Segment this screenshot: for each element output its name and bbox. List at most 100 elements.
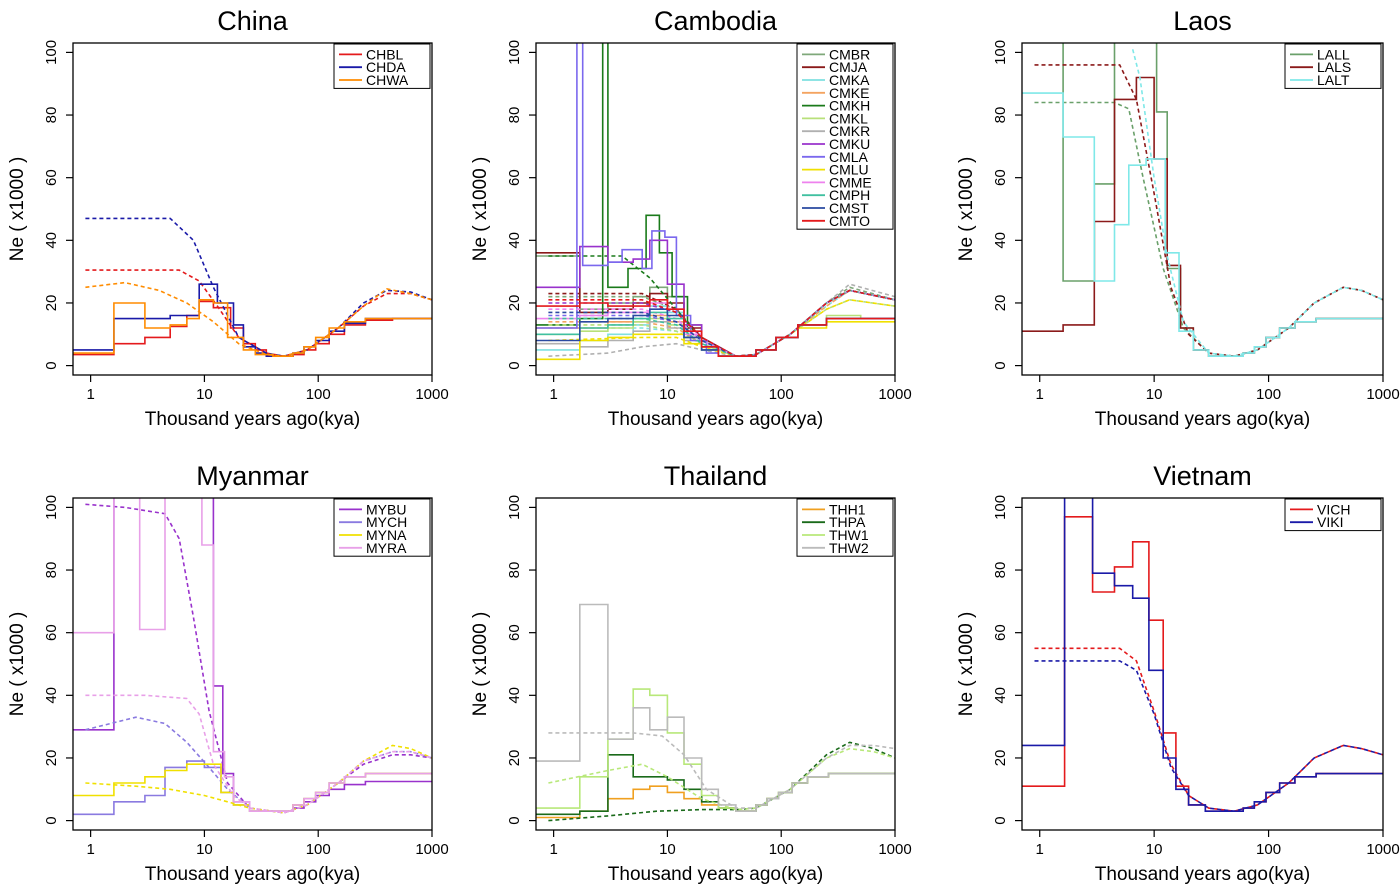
legend-box (796, 43, 894, 230)
x-tick-label: 100 (1256, 841, 1281, 858)
y-tick-label: 40 (43, 687, 60, 704)
series-dashed-CMTO (548, 289, 895, 358)
y-tick-label: 100 (992, 40, 1009, 65)
y-tick-label: 0 (992, 816, 1009, 824)
series-dashed-CHWA (85, 281, 432, 358)
series-step-MYRA (73, 498, 432, 812)
y-tick-label: 40 (992, 232, 1009, 249)
series-dashed-MYCH (85, 716, 432, 814)
y-tick-label: 80 (506, 107, 523, 124)
plot-area (1022, 43, 1383, 358)
legend-label: CMJA (829, 59, 868, 75)
y-tick-label: 0 (43, 361, 60, 369)
chart-panel-4: Thailand 1 10 100 1000 0 20 40 60 80 100 Thousand y… (470, 461, 912, 885)
x-axis-label: Thousand years ago(kya) (1095, 864, 1310, 885)
plot-frame (72, 42, 433, 376)
y-tick-label: 60 (43, 169, 60, 186)
y-tick-label: 40 (506, 232, 523, 249)
legend-label: MYCH (366, 514, 407, 530)
legend-label: CMKA (829, 72, 870, 88)
chart-panel-2: Laos 1 10 100 1000 0 20 40 60 80 100 Thousand years… (956, 6, 1400, 430)
legend-label: THPA (829, 514, 866, 530)
x-tick-label: 10 (1146, 841, 1163, 858)
y-tick-label: 40 (43, 232, 60, 249)
y-axis-label: Ne ( x1000 ) (470, 157, 491, 262)
series-step-VICH (1022, 516, 1383, 812)
legend-label: THH1 (829, 501, 866, 517)
plot-frame (1021, 497, 1384, 831)
series-dashed-LALS (1034, 64, 1383, 358)
legend-label: VIKI (1317, 514, 1343, 530)
y-tick-label: 80 (992, 562, 1009, 579)
x-tick-label: 1000 (878, 386, 911, 403)
legend-label: CMKL (829, 110, 868, 126)
x-tick-label: 1000 (415, 841, 448, 858)
series-dashed-LALL (1034, 101, 1383, 358)
plot-area (73, 498, 432, 816)
chart-title: Thailand (664, 461, 768, 491)
y-tick-label: 60 (506, 624, 523, 641)
y-tick-label: 100 (43, 495, 60, 520)
plot-frame (72, 497, 433, 831)
chart-panel-5: Vietnam 1 10 100 1000 0 20 40 60 80 100 Thousand ye… (956, 461, 1400, 885)
y-tick-label: 80 (506, 562, 523, 579)
plot-area (1022, 498, 1383, 813)
plot-area (536, 43, 895, 361)
legend-label: CMKH (829, 98, 870, 114)
x-axis-label: Thousand years ago(kya) (145, 409, 360, 430)
legend-label: CMST (829, 200, 869, 216)
y-tick-label: 60 (43, 624, 60, 641)
y-tick-label: 20 (992, 295, 1009, 312)
y-tick-label: 20 (506, 750, 523, 767)
x-axis-label: Thousand years ago(kya) (1095, 409, 1310, 430)
chart-title: Laos (1173, 6, 1232, 36)
x-tick-label: 1000 (878, 841, 911, 858)
legend-label: CMKU (829, 136, 870, 152)
plot-frame (535, 497, 896, 831)
y-tick-label: 100 (992, 495, 1009, 520)
series-dashed-THPA (548, 741, 895, 822)
x-tick-label: 100 (306, 841, 331, 858)
y-tick-label: 0 (43, 816, 60, 824)
chart-panel-3: Myanmar 1 10 100 1000 0 20 40 60 80 100 Thousand ye… (7, 461, 449, 885)
y-tick-label: 20 (43, 295, 60, 312)
y-tick-label: 100 (506, 495, 523, 520)
legend-label: CMLU (829, 162, 869, 178)
y-tick-label: 80 (43, 562, 60, 579)
chart-title: Vietnam (1153, 461, 1252, 491)
chart-title: Myanmar (196, 461, 309, 491)
y-tick-label: 40 (992, 687, 1009, 704)
y-tick-label: 40 (506, 687, 523, 704)
series-dashed-THW1 (548, 747, 895, 811)
x-tick-label: 1000 (415, 386, 448, 403)
y-tick-label: 100 (43, 40, 60, 65)
x-tick-label: 10 (196, 841, 213, 858)
series-step-CMTO (536, 299, 895, 357)
legend-label: CHBL (366, 46, 404, 62)
legend-label: MYNA (366, 527, 407, 543)
series-dashed-VICH (1034, 647, 1383, 813)
legend-label: CMME (829, 174, 872, 190)
legend-label: THW1 (829, 527, 869, 543)
x-tick-label: 1 (86, 386, 94, 403)
y-tick-label: 60 (506, 169, 523, 186)
legend-box (333, 43, 431, 89)
legend-label: THW2 (829, 540, 869, 556)
series-step-CHWA (73, 299, 432, 357)
plot-area (536, 603, 895, 822)
series-step-VIKI (1022, 498, 1383, 812)
legend-label: LALS (1317, 59, 1351, 75)
series-dashed-CHDA (85, 217, 432, 358)
x-tick-label: 10 (196, 386, 213, 403)
y-tick-label: 60 (992, 169, 1009, 186)
x-tick-label: 10 (659, 841, 676, 858)
y-tick-label: 0 (506, 361, 523, 369)
plot-frame (1021, 42, 1384, 376)
series-dashed-LALT (1131, 49, 1383, 358)
x-axis-label: Thousand years ago(kya) (608, 409, 823, 430)
series-dashed-MYBU (85, 503, 432, 814)
chart-title: Cambodia (654, 6, 778, 36)
